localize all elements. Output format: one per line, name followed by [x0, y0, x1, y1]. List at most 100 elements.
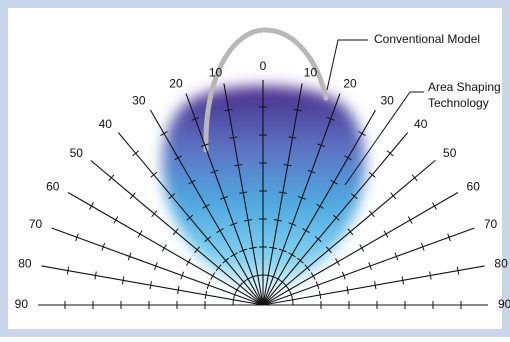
spoke [262, 109, 376, 306]
angle-label: 10 [209, 66, 223, 80]
tick [359, 244, 365, 252]
angle-label: 20 [169, 76, 183, 90]
tick [368, 262, 372, 270]
spoke [262, 93, 341, 306]
tick [432, 202, 437, 210]
tick [89, 202, 94, 210]
area-shaping-beam [162, 86, 366, 300]
tick [346, 286, 349, 295]
tick [229, 136, 238, 139]
tick [239, 191, 248, 194]
spoke [262, 265, 485, 306]
tick [407, 216, 413, 224]
tick [411, 174, 418, 182]
annotation: Area Shaping [428, 80, 501, 94]
tick [151, 210, 158, 218]
annotation: Conventional Model [374, 32, 480, 46]
spoke [262, 83, 303, 306]
tick [206, 281, 211, 290]
tick [278, 191, 287, 194]
tick [216, 228, 224, 233]
tick [368, 171, 376, 178]
tick [288, 222, 297, 227]
leader-line [326, 39, 368, 91]
tick [215, 264, 222, 272]
angle-label: 30 [132, 94, 146, 108]
tick [154, 262, 158, 270]
annotation: Technology [428, 96, 489, 110]
tick [101, 242, 106, 251]
spoke [262, 192, 459, 306]
tick [248, 246, 257, 250]
tick [121, 276, 125, 285]
angle-label: 80 [18, 256, 32, 270]
tick [132, 150, 140, 157]
tick [174, 155, 182, 161]
tick [298, 196, 306, 200]
spoke [150, 109, 264, 306]
tick [288, 252, 296, 258]
tick [332, 214, 340, 221]
angle-label: 90 [15, 297, 29, 311]
angle-label: 90 [498, 297, 510, 311]
tick [202, 203, 210, 209]
tick [113, 216, 119, 224]
tick [150, 171, 158, 178]
angle-label: 0 [260, 59, 267, 73]
angle-label: 60 [46, 180, 60, 194]
tick [269, 246, 278, 250]
tick [186, 258, 191, 266]
tick [386, 150, 394, 157]
tick [161, 244, 167, 252]
angle-label: 70 [484, 217, 498, 231]
tick [394, 252, 399, 261]
tick [220, 196, 228, 200]
polar-grid: 90 80 70 60 50 40 30 20 10 0 10 20 30 40 50 60 70 80 90 [15, 59, 510, 311]
tick [304, 264, 311, 272]
tick [94, 271, 97, 280]
tick [230, 252, 238, 258]
tick [244, 219, 253, 222]
angle-label: 20 [343, 76, 357, 90]
tick [420, 242, 425, 251]
tick [344, 155, 352, 161]
tick [368, 210, 375, 218]
tick [317, 143, 326, 148]
tick [335, 258, 340, 266]
spoke [90, 159, 264, 306]
spoke [262, 132, 409, 306]
tick [210, 272, 216, 280]
tick [293, 108, 302, 112]
spoke [117, 132, 264, 306]
angle-label: 70 [29, 217, 43, 231]
tick [283, 163, 292, 167]
tick [177, 286, 180, 295]
tick [239, 248, 248, 253]
tick [191, 117, 200, 121]
tick [149, 281, 152, 290]
tick [129, 192, 136, 200]
angle-label: 50 [443, 146, 457, 160]
conventional-beam [203, 27, 329, 153]
tick [200, 143, 209, 148]
tick [188, 179, 196, 185]
tick [347, 228, 354, 236]
tick [229, 222, 238, 227]
angle-label: 10 [304, 66, 318, 80]
tick [341, 271, 346, 280]
tick [234, 163, 243, 167]
tick [224, 108, 233, 112]
angle-label: 60 [467, 180, 481, 194]
tick [315, 281, 320, 290]
tick [127, 252, 132, 261]
tick [325, 246, 332, 254]
spoke [223, 83, 264, 306]
tick [307, 169, 316, 174]
tick [273, 219, 282, 222]
spoke [41, 265, 264, 306]
tick [429, 271, 432, 280]
tick [278, 248, 287, 253]
tick [160, 131, 168, 136]
